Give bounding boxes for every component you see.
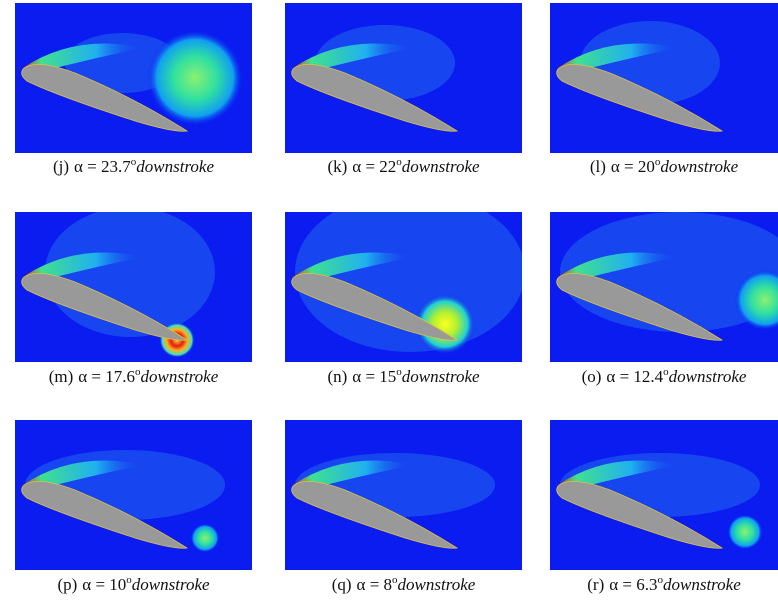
panel-image (285, 3, 522, 153)
caption-tag: (p) (57, 575, 77, 594)
caption-phase: downstroke (402, 367, 480, 386)
panel-image (550, 212, 778, 362)
panel-image (15, 3, 252, 153)
caption-alpha: α = 10 (82, 575, 126, 594)
caption-tag: (r) (587, 575, 604, 594)
vortex (147, 30, 243, 126)
panel-image (285, 420, 522, 570)
caption: (r)α = 6.3odownstroke (587, 574, 741, 594)
caption-phase: downstroke (398, 575, 476, 594)
caption-tag: (n) (327, 367, 347, 386)
panel: (k)α = 22odownstroke (285, 3, 522, 176)
panel: (r)α = 6.3odownstroke (550, 420, 778, 594)
caption-tag: (o) (582, 367, 602, 386)
caption-alpha: α = 15 (352, 367, 396, 386)
caption-alpha: α = 20 (611, 157, 655, 176)
caption-phase: downstroke (132, 575, 210, 594)
caption-tag: (j) (53, 157, 69, 176)
panels: (j)α = 23.7odownstroke(k)α = 22odownstro… (15, 3, 778, 594)
caption: (o)α = 12.4odownstroke (582, 366, 747, 386)
panel-image (15, 420, 252, 570)
panel: (n)α = 15odownstroke (285, 192, 525, 386)
caption-alpha: α = 23.7 (74, 157, 131, 176)
caption: (m)α = 17.6odownstroke (49, 366, 219, 386)
panel: (m)α = 17.6odownstroke (15, 207, 252, 386)
panel: (q)α = 8odownstroke (285, 420, 522, 594)
caption: (p)α = 10odownstroke (57, 574, 210, 594)
panel-image (550, 3, 778, 153)
caption-tag: (k) (327, 157, 347, 176)
panel: (p)α = 10odownstroke (15, 420, 252, 594)
caption-tag: (m) (49, 367, 74, 386)
caption-phase: downstroke (669, 367, 747, 386)
panel: (j)α = 23.7odownstroke (15, 3, 252, 176)
caption-phase: downstroke (136, 157, 214, 176)
caption: (j)α = 23.7odownstroke (53, 156, 215, 176)
panel: (l)α = 20odownstroke (550, 3, 778, 176)
figure: (j)α = 23.7odownstroke(k)α = 22odownstro… (0, 0, 778, 605)
panel-image (550, 420, 778, 570)
caption: (l)α = 20odownstroke (590, 156, 739, 176)
caption: (n)α = 15odownstroke (327, 366, 480, 386)
caption-phase: downstroke (141, 367, 219, 386)
caption-alpha: α = 12.4 (606, 367, 663, 386)
vortex (727, 514, 762, 549)
panel-image (15, 207, 252, 362)
panel-image (285, 192, 525, 362)
caption-alpha: α = 6.3 (609, 575, 657, 594)
caption-phase: downstroke (660, 157, 738, 176)
caption-tag: (q) (332, 575, 352, 594)
caption-phase: downstroke (663, 575, 741, 594)
panel: (o)α = 12.4odownstroke (550, 212, 778, 386)
caption: (k)α = 22odownstroke (327, 156, 480, 176)
caption-tag: (l) (590, 157, 606, 176)
vortex (191, 524, 220, 553)
caption-alpha: α = 22 (352, 157, 396, 176)
caption-phase: downstroke (402, 157, 480, 176)
caption-alpha: α = 17.6 (78, 367, 135, 386)
caption-alpha: α = 8 (357, 575, 393, 594)
caption: (q)α = 8odownstroke (332, 574, 476, 594)
